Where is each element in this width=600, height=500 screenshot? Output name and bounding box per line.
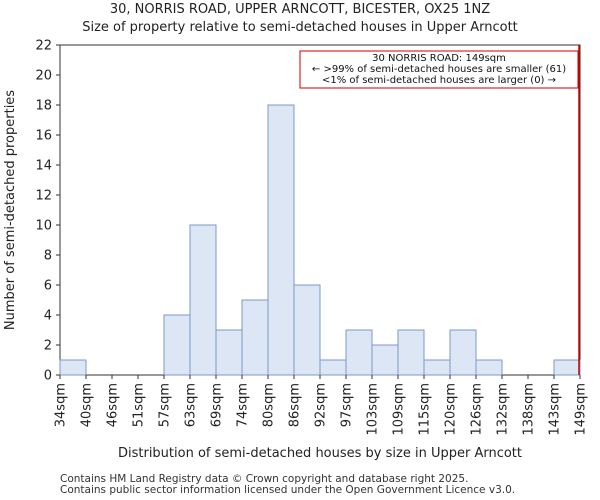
x-tick-label-120sqm: 120sqm	[444, 383, 459, 436]
chart-subtitle: Size of property relative to semi-detach…	[82, 20, 518, 35]
x-tick-label-115sqm: 115sqm	[418, 383, 433, 436]
y-tick-label-0: 0	[44, 369, 52, 384]
annotation-line-3: <1% of semi-detached houses are larger (…	[321, 75, 557, 86]
bar-92sqm	[319, 359, 347, 376]
x-tick-label-132sqm: 132sqm	[496, 383, 511, 436]
bar-115sqm	[423, 359, 451, 376]
bar-74sqm	[241, 299, 269, 376]
y-tick-label-2: 2	[44, 339, 52, 354]
x-tick-label-138sqm: 138sqm	[522, 383, 537, 436]
x-tick-label-103sqm: 103sqm	[366, 383, 381, 436]
x-tick-label-74sqm: 74sqm	[236, 383, 251, 427]
footer-line-1: Contains HM Land Registry data © Crown c…	[60, 473, 469, 485]
x-tick-label-149sqm: 149sqm	[574, 383, 589, 436]
x-tick-label-51sqm: 51sqm	[132, 383, 147, 427]
bar-86sqm	[293, 284, 321, 376]
x-tick-label-109sqm: 109sqm	[392, 383, 407, 436]
y-axis-label: Number of semi-detached properties	[3, 90, 18, 330]
x-tick-label-63sqm: 63sqm	[184, 383, 199, 427]
x-tick-label-126sqm: 126sqm	[470, 383, 485, 436]
y-tick-label-16: 16	[35, 129, 52, 144]
x-tick-label-97sqm: 97sqm	[340, 383, 355, 427]
y-tick-label-18: 18	[35, 99, 52, 114]
annotation-line-1: 30 NORRIS ROAD: 149sqm	[372, 53, 506, 64]
bar-97sqm	[345, 329, 373, 376]
y-tick-label-12: 12	[35, 189, 52, 204]
x-tick-label-80sqm: 80sqm	[262, 383, 277, 427]
bar-143sqm	[553, 359, 581, 376]
bar-103sqm	[371, 344, 399, 376]
y-tick-label-4: 4	[44, 309, 52, 324]
x-axis-label: Distribution of semi-detached houses by …	[118, 446, 522, 461]
annotation-box	[299, 50, 579, 89]
bar-63sqm	[189, 224, 217, 376]
chart-title: 30, NORRIS ROAD, UPPER ARNCOTT, BICESTER…	[109, 2, 491, 17]
y-tick-label-6: 6	[44, 279, 52, 294]
x-tick-label-92sqm: 92sqm	[314, 383, 329, 427]
annotation-line-2: ← >99% of semi-detached houses are small…	[311, 64, 567, 75]
footer-line-2: Contains public sector information licen…	[60, 484, 516, 496]
bar-34sqm	[59, 359, 87, 376]
y-tick-label-22: 22	[35, 39, 52, 54]
x-tick-label-46sqm: 46sqm	[106, 383, 121, 427]
y-tick-label-8: 8	[44, 249, 52, 264]
y-tick-label-20: 20	[35, 69, 52, 84]
bar-126sqm	[475, 359, 503, 376]
bar-120sqm	[449, 329, 477, 376]
bar-69sqm	[215, 329, 243, 376]
bar-57sqm	[163, 314, 191, 376]
x-tick-label-143sqm: 143sqm	[548, 383, 563, 436]
y-tick-label-14: 14	[35, 159, 52, 174]
x-tick-label-40sqm: 40sqm	[80, 383, 95, 427]
bar-109sqm	[397, 329, 425, 376]
x-tick-label-69sqm: 69sqm	[210, 383, 225, 427]
bar-80sqm	[267, 104, 295, 376]
x-tick-label-34sqm: 34sqm	[54, 383, 69, 427]
x-tick-label-57sqm: 57sqm	[158, 383, 173, 427]
x-tick-label-86sqm: 86sqm	[288, 383, 303, 427]
y-tick-label-10: 10	[35, 219, 52, 234]
